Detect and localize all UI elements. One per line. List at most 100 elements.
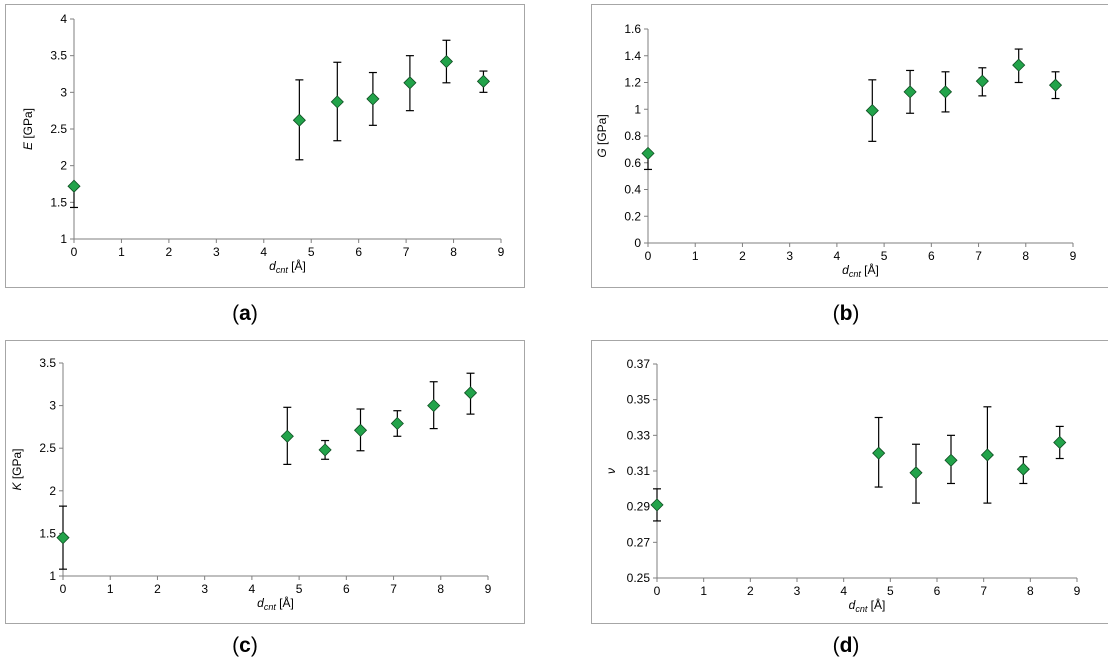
data-point-a-0 [67,179,81,209]
caption-b-letter: b [839,302,853,325]
data-point-b-0 [641,146,655,171]
diamond-marker [439,54,454,69]
x-tick-label: 4 [840,584,847,598]
data-point-b-1 [865,79,879,142]
x-tick-label: 6 [928,249,935,263]
y-tick-label: 0.25 [627,571,651,585]
data-point-c-4 [390,410,404,437]
data-point-d-4 [980,406,994,504]
y-tick-label: 0.31 [627,464,651,478]
x-tick-label: 4 [260,245,267,259]
data-point-b-6 [1048,71,1063,100]
diamond-marker [650,498,664,512]
x-tick-label: 2 [154,582,161,596]
x-tick-label: 1 [692,249,699,263]
y-tick-label: 3.5 [50,49,67,63]
x-tick-label: 3 [786,249,793,263]
y-tick-label: 4 [60,12,67,26]
x-tick-label: 5 [296,582,303,596]
y-tick-label: 3.5 [39,356,56,370]
y-tick-label: 2 [60,159,67,173]
data-point-c-0 [56,505,70,570]
x-tick-label: 4 [834,249,841,263]
y-axis-title-a: E [GPa] [21,108,35,150]
y-axis-title-d: ν [604,468,618,474]
diamond-marker [909,466,923,480]
diamond-marker [280,429,294,443]
x-tick-label: 3 [794,584,801,598]
y-tick-label: 3 [60,85,67,99]
diamond-marker [641,146,655,160]
y-tick-label: 0 [634,236,641,250]
data-point-a-3 [366,71,380,126]
y-tick-label: 1.6 [624,22,641,36]
x-axis-title-a: dcnt [Å] [269,258,306,275]
y-tick-label: 0.35 [627,393,651,407]
diamond-marker [1016,462,1030,476]
chart-panel-d: 0.25 0.27 0.29 0.31 0.33 0.35 0.37 0 1 2 3 4 5 6 7 8 9 dc… [591,340,1108,624]
diamond-marker [330,95,344,109]
caption-a-letter: a [239,302,251,325]
data-point-a-6 [476,70,491,93]
x-tick-label: 8 [450,245,457,259]
x-tick-label: 1 [700,584,707,598]
data-point-d-2 [909,443,923,504]
data-point-b-3 [938,71,953,113]
y-tick-label: 1 [49,569,56,583]
y-tick-label: 2.5 [39,441,56,455]
y-tick-label: 1.5 [50,195,67,209]
y-tick-label: 2 [49,484,56,498]
chart-svg-b: 0 0.2 0.4 0.6 0.8 1 1.2 1.4 1.6 0 1 2 3 4 5 6 7 8 9 dcnt [Å… [595,22,1077,279]
x-tick-label: 5 [881,249,888,263]
data-point-c-5 [427,381,441,430]
y-tick-label: 1 [60,232,67,246]
x-tick-label: 8 [437,582,444,596]
y-tick-label: 0.29 [627,500,651,514]
x-axis-title-d: dcnt [Å] [849,597,886,614]
diamond-marker [975,74,989,88]
data-point-c-2 [318,439,332,460]
diamond-marker [427,399,441,413]
diamond-marker [353,423,368,437]
diamond-marker [390,416,404,431]
x-tick-label: 0 [645,249,652,263]
caption-d-letter: d [839,634,853,657]
y-tick-label: 0.8 [624,129,641,143]
x-tick-label: 2 [739,249,746,263]
diamond-marker [463,386,478,400]
x-tick-label: 0 [71,245,78,259]
data-point-b-2 [903,69,917,114]
x-tick-label: 8 [1022,249,1029,263]
y-tick-label: 1.2 [624,76,641,90]
caption-b: (b) [832,302,860,325]
x-tick-label: 1 [118,245,125,259]
y-tick-label: 0.37 [627,357,651,371]
data-point-a-4 [403,55,417,112]
data-point-d-0 [650,488,664,522]
x-axis-title-b: dcnt [Å] [842,262,879,279]
data-point-a-2 [330,61,344,142]
chart-panel-a: 1 1.5 2 2.5 3 3.5 4 0 1 2 3 4 5 6 7 8 9 dcnt [Å] E [GPa] [5,4,525,288]
caption-a: (a) [232,302,258,325]
x-tick-label: 6 [343,582,350,596]
diamond-marker [1012,58,1026,72]
y-tick-label: 0.6 [624,156,641,170]
y-tick-label: 3 [49,399,56,413]
y-tick-label: 0.2 [624,209,641,223]
diamond-marker [872,446,886,460]
y-tick-label: 0.33 [627,428,651,442]
diamond-marker [980,448,994,462]
x-tick-label: 2 [747,584,754,598]
x-tick-label: 0 [60,582,67,596]
x-tick-label: 9 [485,582,492,596]
data-point-b-5 [1012,48,1026,84]
data-point-c-3 [353,408,368,452]
x-axis-title-c: dcnt [Å] [257,595,294,612]
data-point-a-1 [292,79,306,161]
x-tick-label: 9 [1070,249,1077,263]
diamond-marker [318,443,332,457]
chart-panel-b: 0 0.2 0.4 0.6 0.8 1 1.2 1.4 1.6 0 1 2 3 4 5 6 7 8 9 dcnt [Å… [591,4,1108,288]
data-point-c-6 [463,372,478,415]
